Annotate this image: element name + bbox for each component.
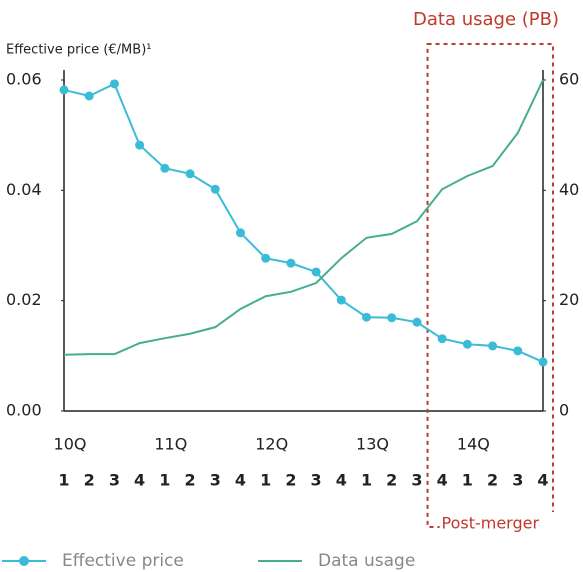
x-tick-label: 4 <box>437 471 448 490</box>
point <box>286 258 296 268</box>
post-merger-box <box>426 43 555 528</box>
point <box>210 184 220 194</box>
x-tick-label: 3 <box>109 471 120 490</box>
point <box>387 313 397 323</box>
y2-tick-label: 40 <box>559 180 579 199</box>
point <box>513 346 523 356</box>
point <box>235 228 245 238</box>
x-tick-label: 2 <box>487 471 498 490</box>
y-tick-label: 0.06 <box>6 70 42 89</box>
year-label: 13Q <box>356 435 389 454</box>
year-label: 14Q <box>457 435 490 454</box>
y2-tick-label: 20 <box>559 290 579 309</box>
point <box>488 341 498 351</box>
series-line <box>63 79 544 356</box>
x-tick-label: 1 <box>260 471 271 490</box>
point <box>538 357 548 367</box>
series-line <box>63 82 544 363</box>
legend-marker <box>19 556 29 566</box>
x-tick-label: 4 <box>336 471 347 490</box>
y-tick-label: 0.00 <box>6 401 42 420</box>
point <box>462 339 472 349</box>
x-tick-label: 2 <box>84 471 95 490</box>
x-tick-label: 2 <box>285 471 296 490</box>
year-label: 12Q <box>255 435 288 454</box>
point <box>437 334 447 344</box>
point <box>336 295 346 305</box>
y-tick-label: 0.02 <box>6 290 42 309</box>
x-tick-label: 4 <box>134 471 145 490</box>
x-tick-label: 1 <box>361 471 372 490</box>
y-axis-label: Effective price (€/MB)¹ <box>6 43 151 58</box>
legend-label: Effective price <box>62 551 184 571</box>
x-tick-label: 2 <box>386 471 397 490</box>
point <box>261 253 271 263</box>
point <box>311 267 321 277</box>
point <box>59 85 69 95</box>
x-tick-label: 4 <box>235 471 246 490</box>
point <box>135 140 145 150</box>
x-tick-label: 1 <box>159 471 170 490</box>
point <box>84 91 94 101</box>
x-tick-label: 3 <box>512 471 523 490</box>
point <box>109 79 119 89</box>
x-tick-label: 2 <box>184 471 195 490</box>
legend-label: Data usage <box>318 551 415 571</box>
y2-tick-label: 0 <box>559 401 569 420</box>
y2-axis-label: Data usage (PB) <box>413 9 559 30</box>
x-tick-label: 3 <box>411 471 422 490</box>
y2-tick-label: 60 <box>559 70 579 89</box>
annotation-bg <box>439 512 566 538</box>
point <box>185 169 195 179</box>
annotation: Post-merger <box>441 514 539 533</box>
x-tick-label: 3 <box>311 471 322 490</box>
x-tick-label: 1 <box>58 471 69 490</box>
point <box>412 317 422 327</box>
year-label: 10Q <box>54 435 87 454</box>
point <box>160 163 170 173</box>
x-tick-label: 4 <box>537 471 548 490</box>
x-tick-label: 1 <box>462 471 473 490</box>
year-label: 11Q <box>154 435 187 454</box>
point <box>362 312 372 322</box>
x-tick-label: 3 <box>210 471 221 490</box>
y-tick-label: 0.04 <box>6 180 42 199</box>
